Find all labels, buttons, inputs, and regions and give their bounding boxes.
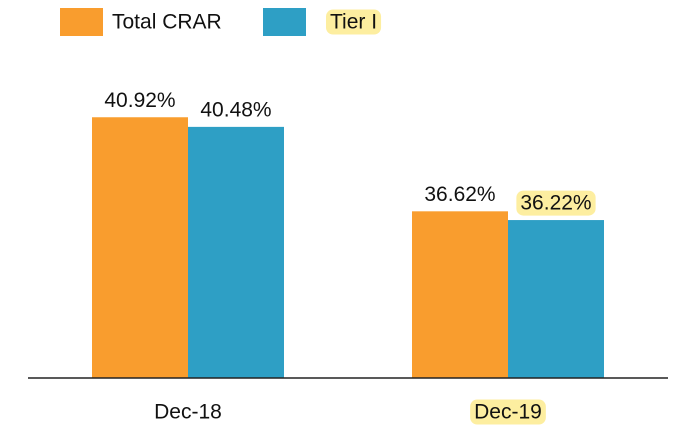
highlight (326, 9, 382, 35)
bar (508, 220, 604, 378)
legend-label: Tier I (330, 11, 377, 34)
highlight (470, 399, 546, 425)
value-label: 36.22% (520, 192, 591, 215)
bar (412, 211, 508, 378)
legend-swatch (60, 8, 103, 36)
highlight (516, 190, 596, 216)
legend-label: Total CRAR (112, 11, 222, 34)
legend-swatch (263, 8, 306, 36)
value-label: 36.62% (424, 183, 495, 206)
bar (92, 117, 188, 378)
value-label: 40.92% (104, 89, 175, 112)
bar (188, 126, 284, 378)
x-tick-label: Dec-18 (154, 401, 222, 424)
value-label: 40.48% (200, 98, 271, 121)
x-tick-label: Dec-19 (474, 401, 542, 424)
